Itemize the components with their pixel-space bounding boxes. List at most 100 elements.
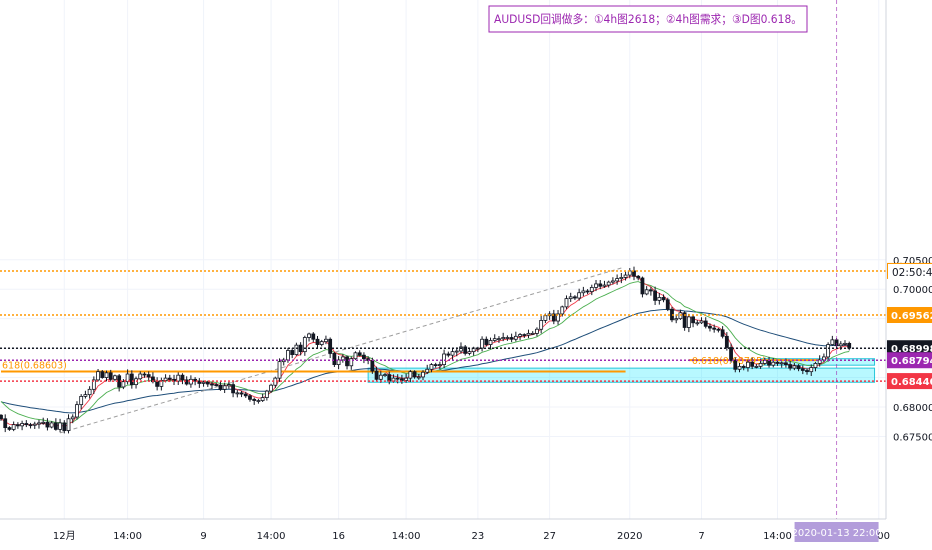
candle-body: [146, 374, 151, 378]
annotation-box[interactable]: AUDUSD回调做多：①4h图2618；②4h图需求；③D图0.618。: [488, 5, 808, 33]
candle-body: [41, 421, 46, 424]
candle-body: [421, 371, 425, 378]
candle-body: [294, 344, 299, 355]
candle-body: [37, 422, 41, 425]
candle-body: [657, 297, 662, 301]
time-tick-label: 16: [332, 531, 345, 542]
time-axis[interactable]: 12月 14:00 9 14:00 16 14:00 23 27 2020 7 14:00 2:002…: [53, 522, 890, 542]
candle-body: [129, 373, 134, 386]
time-tick-label: 23: [471, 531, 484, 542]
time-tick-label: 2:00: [868, 531, 890, 542]
candle-body: [712, 327, 717, 330]
price-level-tag: [887, 373, 932, 390]
candle-body: [632, 270, 636, 277]
candle-body: [11, 424, 16, 430]
candle-body: [442, 353, 447, 365]
price-level-tag: [887, 352, 932, 369]
time-tick-label: 14:00: [392, 531, 421, 542]
candle-body: [838, 343, 843, 347]
candle-body: [437, 364, 442, 366]
candle-body: [218, 384, 223, 390]
candle-body: [7, 427, 12, 430]
candle-body: [167, 377, 172, 380]
candle-body: [539, 320, 544, 330]
countdown-text: 02:50:45: [892, 267, 932, 279]
candle-body: [636, 275, 641, 279]
candle-body: [349, 358, 354, 367]
time-tick-label: 14:00: [763, 531, 792, 542]
candle-body: [49, 422, 54, 428]
candle-body: [239, 392, 244, 395]
price-level-tag-text: 0.69562: [891, 311, 932, 322]
annotation-box-frame: [488, 5, 808, 33]
candle-body: [467, 351, 472, 354]
candle-body: [113, 375, 117, 380]
candle-body: [779, 362, 784, 365]
candle-body: [826, 344, 831, 358]
ma-mid-line: [0, 281, 850, 425]
candle-body: [138, 373, 143, 380]
time-tick-label: 27: [543, 531, 556, 542]
candle-body: [404, 377, 409, 381]
candle-body: [83, 394, 88, 397]
candle-body: [729, 347, 733, 361]
candle-body: [754, 365, 759, 368]
candle-body: [509, 337, 514, 340]
candle-body: [222, 385, 227, 390]
price-tick-label: 0.67500: [893, 432, 932, 443]
candle-body: [535, 328, 539, 334]
candle-body: [62, 422, 67, 431]
candle-body: [387, 374, 392, 382]
candle-body: [79, 395, 84, 406]
candle-body: [488, 340, 493, 345]
candle-body: [155, 381, 160, 387]
candle-body: [674, 318, 679, 321]
candle-body: [231, 384, 236, 394]
candle-body: [416, 376, 421, 379]
candle-body: [484, 338, 489, 345]
candle-body: [788, 364, 793, 369]
candle-body: [172, 378, 176, 382]
countdown-bg: [888, 264, 932, 280]
candle-body: [3, 418, 8, 429]
candle-body: [345, 356, 349, 367]
candle-body: [822, 356, 826, 361]
candle-body: [226, 384, 231, 387]
candle-body: [45, 421, 50, 428]
candle-body: [792, 365, 797, 369]
candle-body: [703, 320, 708, 327]
candle-body: [648, 289, 653, 292]
candle-body: [15, 424, 20, 427]
candle-body: [374, 370, 379, 380]
price-level-tag-text: 0.68440: [891, 377, 932, 388]
candle-body: [522, 334, 527, 336]
candle-body: [425, 368, 430, 373]
candle-body: [644, 289, 649, 295]
candle-body: [370, 360, 375, 372]
candle-body: [564, 298, 569, 308]
candle-body: [290, 350, 295, 355]
candle-body: [682, 312, 687, 328]
candle-body: [87, 388, 92, 396]
candle-body: [408, 371, 413, 379]
candle-body: [319, 341, 324, 345]
candle-body: [623, 274, 628, 278]
candle-body: [125, 373, 130, 383]
candle-body: [24, 423, 29, 426]
candle-body: [252, 398, 257, 401]
time-tick-label: 7: [698, 531, 704, 542]
price-tick-label: 0.70500: [893, 256, 932, 267]
candle-body: [362, 354, 366, 360]
candle-body: [193, 378, 198, 382]
candle-body: [602, 284, 607, 287]
candle-body: [615, 278, 620, 282]
candle-body: [315, 338, 320, 345]
candle-body: [813, 363, 818, 368]
candle-body: [75, 404, 79, 418]
candle-body: [784, 362, 788, 365]
candle-body: [805, 370, 809, 373]
time-tick-label: 14:00: [257, 531, 286, 542]
candle-body: [640, 277, 645, 295]
